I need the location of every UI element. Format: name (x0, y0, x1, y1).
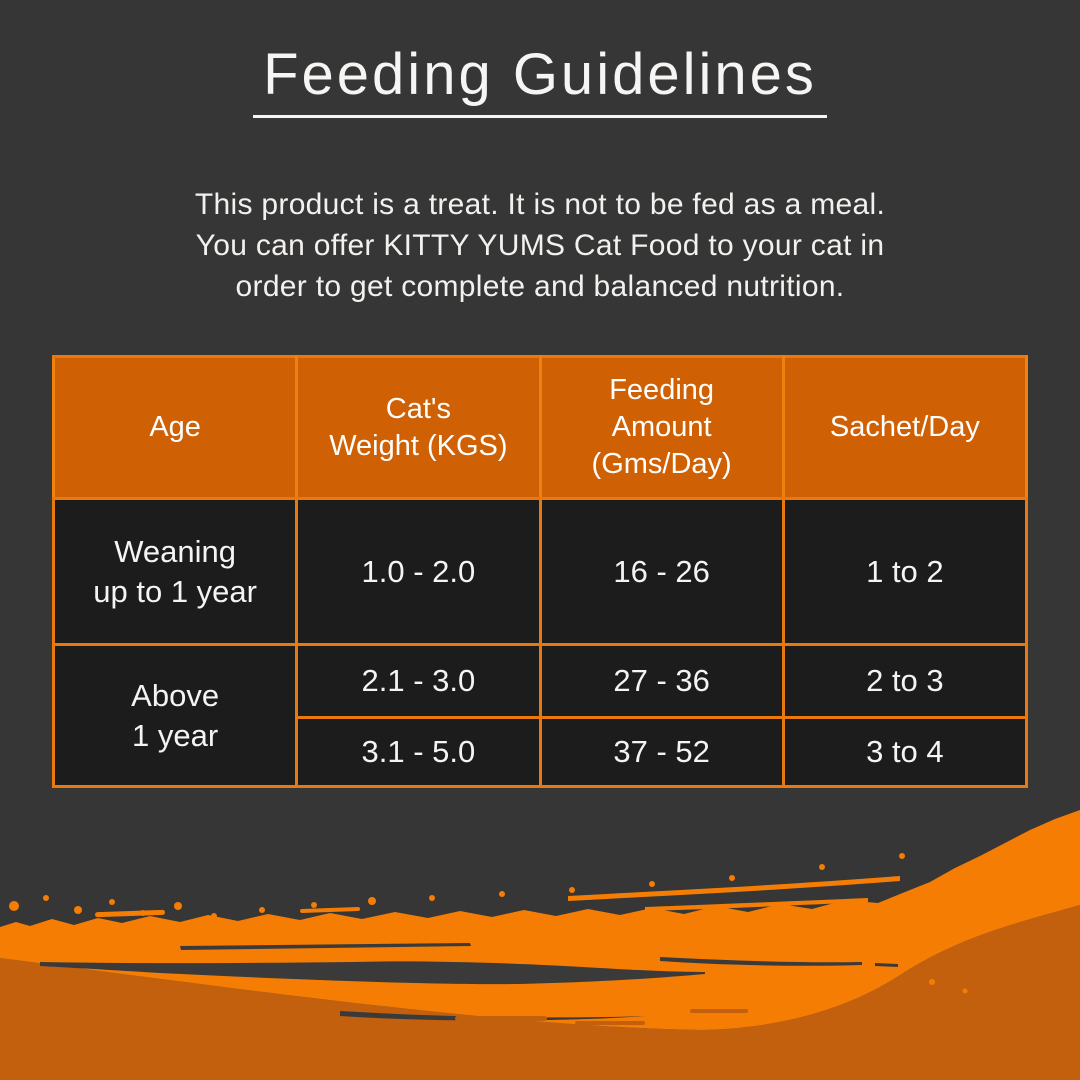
header-label: (Gms/Day) (591, 448, 732, 480)
header-label: Cat's (385, 392, 451, 425)
title-area: Feeding Guidelines (0, 46, 1080, 118)
cell-sachet: 1 to 2 (781, 497, 1029, 646)
intro-text: This product is a treat. It is not to be… (0, 184, 1080, 307)
header-cell-feeding-amount: Feeding Amount (Gms/Day) (538, 355, 785, 500)
cell-age-above-1-year: Above 1 year (51, 643, 299, 788)
table-row: Weaning up to 1 year 1.0 - 2.0 16 - 26 1… (51, 497, 1029, 646)
header-label: Weight (KGS) (329, 429, 508, 462)
page-title: Feeding Guidelines (253, 46, 827, 118)
brush-stroke-graphic (0, 810, 1080, 1080)
cell-sachet: 3 to 4 (781, 716, 1029, 788)
header-label: Amount (611, 411, 712, 443)
cell-line: Above (131, 677, 220, 713)
table-row: 3.1 - 5.0 37 - 52 3 to 4 (54, 716, 1029, 788)
cell-amount: 27 - 36 (538, 643, 785, 719)
cell-weight: 3.1 - 5.0 (295, 716, 542, 788)
header-label: Age (149, 411, 201, 443)
feeding-table-container: Age Cat's Weight (KGS) Feeding Amount (G… (51, 355, 1029, 788)
cell-sachet: 2 to 3 (781, 643, 1029, 719)
header-label: Feeding (609, 374, 715, 406)
cell-line: Weaning (114, 533, 237, 569)
cell-weight: 1.0 - 2.0 (295, 497, 542, 646)
cell-amount: 16 - 26 (538, 497, 785, 646)
table-header-row: Age Cat's Weight (KGS) Feeding Amount (G… (51, 355, 1029, 500)
cell-amount: 37 - 52 (538, 716, 785, 788)
cell-weight: 2.1 - 3.0 (295, 643, 542, 719)
header-cell-sachet: Sachet/Day (781, 355, 1029, 500)
cell-line: up to 1 year (93, 573, 257, 609)
feeding-table: Age Cat's Weight (KGS) Feeding Amount (G… (51, 355, 1029, 788)
cell-line: 1 year (132, 717, 219, 753)
header-cell-weight: Cat's Weight (KGS) (295, 355, 542, 500)
table-row: Above 1 year 2.1 - 3.0 27 - 36 2 to 3 (51, 643, 1029, 788)
header-cell-age: Age (51, 355, 299, 500)
intro-line: You can offer KITTY YUMS Cat Food to you… (195, 229, 885, 262)
intro-line: order to get complete and balanced nutri… (235, 270, 845, 303)
cell-age-weaning: Weaning up to 1 year (51, 497, 299, 646)
header-label: Sachet/Day (829, 411, 980, 443)
intro-line: This product is a treat. It is not to be… (194, 188, 886, 221)
